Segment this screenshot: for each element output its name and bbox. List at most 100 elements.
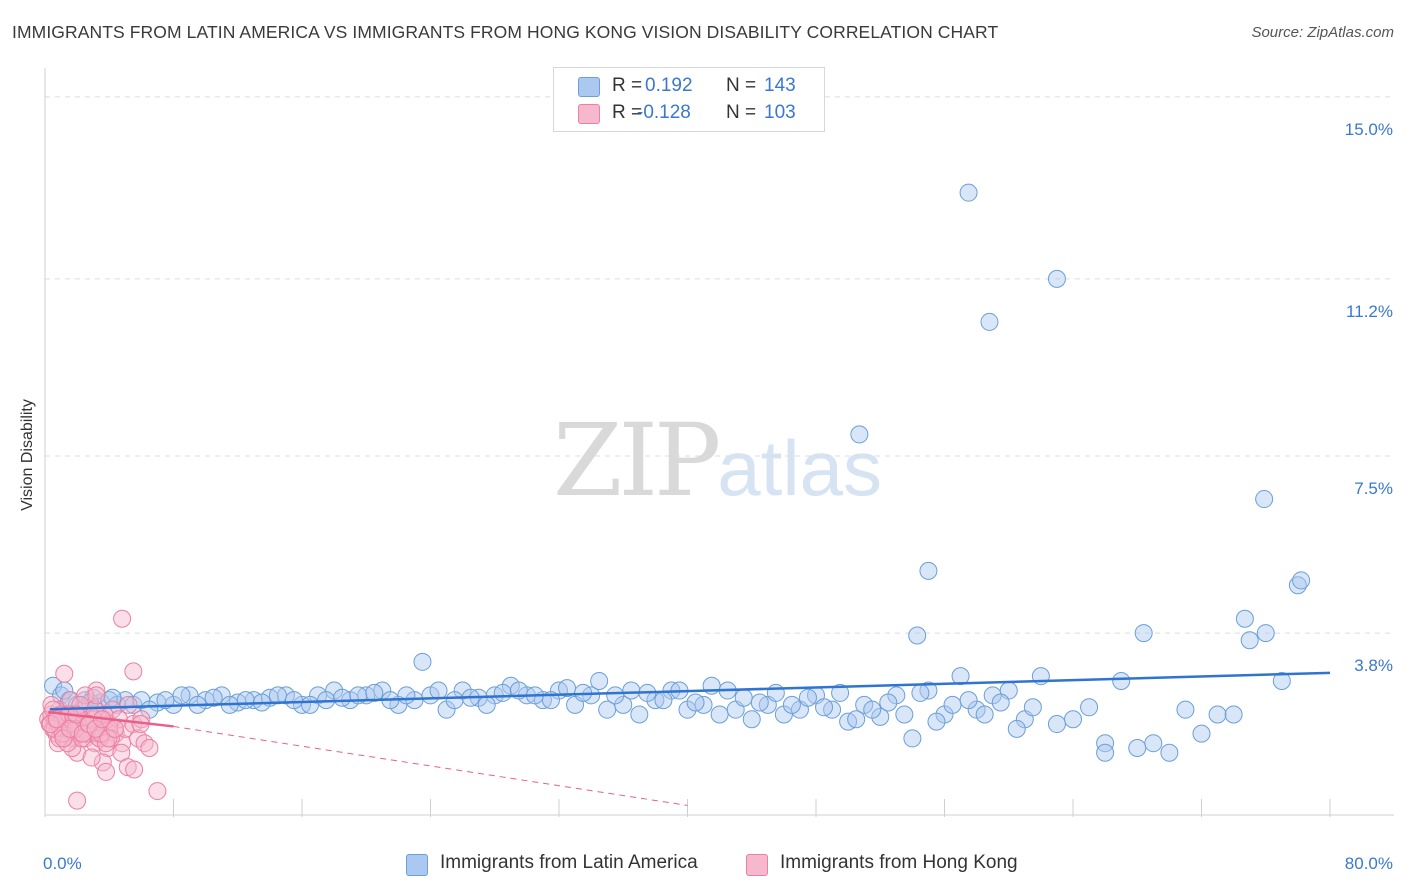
data-point — [99, 729, 118, 748]
legend-swatch-pink — [746, 854, 768, 876]
n-value: 143 — [764, 75, 796, 96]
data-point — [93, 753, 112, 772]
legend-swatch-blue — [578, 77, 600, 97]
data-point — [1096, 734, 1115, 753]
r-value: 0.192 — [645, 75, 693, 96]
data-point — [1208, 705, 1227, 724]
data-point — [951, 667, 970, 686]
data-point — [284, 691, 303, 710]
y-tick-label: 15.0% — [1345, 120, 1393, 139]
data-point — [590, 671, 609, 690]
data-point — [622, 681, 641, 700]
data-point — [1047, 715, 1066, 734]
data-point — [991, 693, 1010, 712]
data-point — [1023, 698, 1042, 717]
data-point — [268, 686, 287, 705]
data-point — [429, 681, 448, 700]
data-point — [1192, 724, 1211, 743]
data-point — [1134, 624, 1153, 643]
data-point — [87, 686, 106, 705]
data-point — [630, 705, 649, 724]
data-point — [68, 743, 87, 762]
data-point — [1224, 705, 1243, 724]
y-tick-label: 3.8% — [1354, 656, 1393, 675]
n-value: 103 — [764, 102, 796, 123]
data-point — [710, 705, 729, 724]
data-point — [445, 691, 464, 710]
data-point — [959, 691, 978, 710]
x-tick-label: 0.0% — [43, 854, 82, 873]
trend-line-hong-kong-extrapolated — [173, 725, 688, 806]
data-point — [477, 695, 496, 714]
y-tick-label: 11.2% — [1346, 302, 1393, 321]
data-point — [1240, 631, 1259, 650]
data-point — [113, 609, 132, 628]
data-point — [980, 312, 999, 331]
data-point — [1128, 738, 1147, 757]
x-tick-label: 80.0% — [1345, 854, 1393, 873]
data-point — [850, 425, 869, 444]
data-point — [1080, 698, 1099, 717]
r-value: -0.128 — [637, 102, 691, 123]
data-point — [397, 686, 416, 705]
data-point — [48, 710, 67, 729]
data-point — [105, 719, 124, 738]
data-point — [97, 762, 116, 781]
chart-title: IMMIGRANTS FROM LATIN AMERICA VS IMMIGRA… — [12, 22, 999, 42]
watermark: ZIPatlas — [553, 402, 882, 519]
data-point — [879, 693, 898, 712]
data-point — [301, 695, 320, 714]
legend-label: Immigrants from Latin America — [440, 852, 698, 873]
data-point — [365, 683, 384, 702]
data-point — [1256, 624, 1275, 643]
n-label: N = — [726, 102, 757, 123]
data-point — [766, 683, 785, 702]
watermark-zip: ZIP — [553, 402, 721, 519]
data-point — [606, 686, 625, 705]
data-point — [1292, 571, 1311, 590]
data-point — [911, 683, 930, 702]
legend-label: Immigrants from Hong Kong — [780, 852, 1018, 873]
data-point — [831, 683, 850, 702]
data-point — [119, 695, 138, 714]
data-point — [1047, 269, 1066, 288]
data-point — [1112, 671, 1131, 690]
data-point — [927, 712, 946, 731]
data-point — [140, 738, 159, 757]
legend-swatch-pink — [578, 104, 600, 124]
data-point — [1288, 576, 1307, 595]
trend-line-latin-america — [49, 671, 1331, 711]
data-point — [1064, 710, 1082, 729]
data-point — [204, 688, 223, 707]
data-point — [1144, 734, 1163, 753]
data-point — [236, 691, 255, 710]
r-label: R = — [612, 102, 643, 123]
data-point — [908, 626, 927, 645]
data-point — [919, 561, 938, 580]
data-point — [124, 662, 143, 681]
data-point — [125, 760, 144, 779]
data-point — [750, 693, 769, 712]
data-point — [734, 688, 753, 707]
series-legend: Immigrants from Latin America Immigrants… — [0, 852, 1406, 878]
data-point — [68, 791, 87, 810]
data-point — [798, 688, 817, 707]
data-point — [82, 748, 101, 767]
watermark-atlas: atlas — [717, 424, 883, 512]
data-point — [148, 782, 167, 801]
data-point — [686, 693, 705, 712]
chart-source: Source: ZipAtlas.com — [1251, 24, 1394, 41]
y-tick-label: 7.5% — [1354, 479, 1393, 498]
data-point — [782, 695, 801, 714]
data-point — [1007, 719, 1026, 738]
data-point — [55, 664, 74, 683]
data-point — [654, 691, 673, 710]
data-point — [895, 705, 914, 724]
data-point — [1235, 609, 1254, 628]
data-point — [135, 734, 154, 753]
data-point — [413, 652, 432, 671]
data-point — [1255, 490, 1274, 509]
data-point — [1096, 743, 1115, 762]
data-point — [815, 698, 834, 717]
